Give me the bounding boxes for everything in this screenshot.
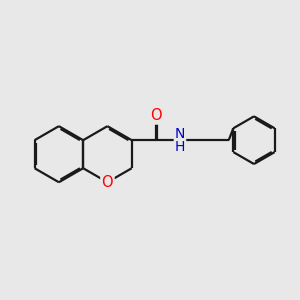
Text: O: O [102,175,113,190]
Text: O: O [150,108,161,123]
Text: N
H: N H [175,127,185,154]
